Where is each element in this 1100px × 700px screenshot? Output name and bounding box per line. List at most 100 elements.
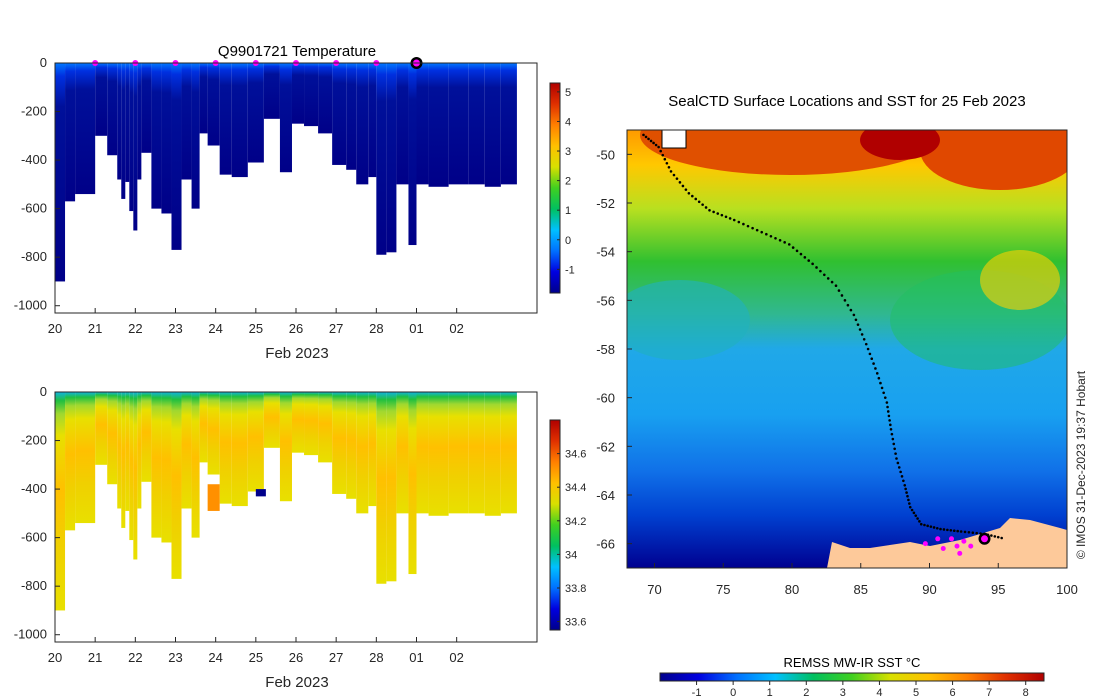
track-point-106 bbox=[916, 517, 919, 520]
map-ytick-label: -66 bbox=[596, 537, 615, 552]
s-xtick-label: 27 bbox=[329, 650, 343, 665]
s-fresh-anomaly bbox=[255, 489, 266, 497]
s-xtick-label: 25 bbox=[249, 650, 263, 665]
imos-credit: © IMOS 31-Dec-2023 19:37 Hobart bbox=[1074, 370, 1088, 559]
t-xtick-label: 25 bbox=[249, 321, 263, 336]
t-profile-3 bbox=[95, 63, 108, 136]
s-profile-18 bbox=[207, 392, 220, 475]
map-xtick-label: 75 bbox=[716, 582, 730, 597]
sst-cbtick-label: 0 bbox=[730, 687, 736, 699]
track-point-43 bbox=[791, 246, 795, 249]
s-xtick-label: 22 bbox=[128, 650, 142, 665]
track-point-41 bbox=[783, 241, 786, 244]
sst-cbtick-label: 7 bbox=[986, 687, 992, 699]
track-point-89 bbox=[894, 452, 897, 455]
temperature-x-label: Feb 2023 bbox=[265, 345, 328, 362]
s-profile-37 bbox=[448, 392, 469, 514]
s-xtick-label: 26 bbox=[289, 650, 303, 665]
track-point-15 bbox=[678, 181, 682, 184]
track-point-1 bbox=[644, 135, 648, 139]
s-profile-29 bbox=[356, 392, 369, 514]
t-profile-26 bbox=[318, 63, 333, 134]
t-profile-5 bbox=[117, 63, 122, 180]
track-point-115 bbox=[942, 528, 946, 531]
track-point-40 bbox=[778, 239, 782, 242]
t-cbtick-label: 1 bbox=[565, 205, 571, 217]
s-profile-9 bbox=[133, 392, 138, 560]
t-profile-31 bbox=[376, 63, 387, 255]
track-point-8 bbox=[661, 153, 665, 157]
kerguelen-island bbox=[661, 130, 687, 149]
t-profile-29 bbox=[356, 63, 369, 185]
t-profile-19 bbox=[219, 63, 232, 175]
s-profile-26 bbox=[318, 392, 333, 463]
temperature-chart-title: Q9901721 Temperature bbox=[218, 43, 376, 60]
s-profile-2 bbox=[75, 392, 96, 524]
track-point-131 bbox=[1000, 536, 1003, 540]
track-point-14 bbox=[675, 177, 679, 180]
s-profile-17 bbox=[199, 392, 208, 463]
s-ytick-label: -1000 bbox=[14, 627, 47, 642]
map-y-ticks: -50 -52 -54 -56 -58 -60 -62 -64 -66 bbox=[596, 147, 632, 552]
t-profile-18 bbox=[207, 63, 220, 146]
map-surface-marker bbox=[957, 550, 963, 556]
track-point-68 bbox=[868, 352, 872, 356]
t-cbtick-label: 2 bbox=[565, 176, 571, 188]
sst-cbtick-label: -1 bbox=[692, 687, 702, 699]
track-point-124 bbox=[975, 531, 979, 535]
track-point-28 bbox=[724, 215, 728, 219]
t-profile-36 bbox=[428, 63, 449, 187]
track-point-86 bbox=[891, 437, 895, 441]
sst-cbtick-label: 2 bbox=[803, 687, 809, 699]
s-profile-21 bbox=[247, 392, 264, 492]
s-ytick-label: -400 bbox=[21, 481, 47, 496]
track-point-60 bbox=[852, 313, 856, 317]
track-point-27 bbox=[720, 213, 724, 217]
t-xtick-label: 21 bbox=[88, 321, 102, 336]
track-point-29 bbox=[728, 217, 732, 220]
s-profile-7 bbox=[125, 392, 130, 511]
t-profile-8 bbox=[129, 63, 134, 212]
map-xtick-label: 85 bbox=[854, 582, 868, 597]
track-point-70 bbox=[872, 362, 875, 365]
track-point-23 bbox=[704, 206, 708, 209]
s-profile-39 bbox=[484, 392, 501, 516]
s-profile-38 bbox=[468, 392, 485, 514]
seal-surface-markers bbox=[922, 532, 991, 556]
t-profile-9 bbox=[133, 63, 138, 231]
track-point-9 bbox=[663, 157, 667, 161]
salinity-x-ticks: 20 21 22 23 24 25 26 27 28 01 02 bbox=[48, 637, 464, 665]
s-profile-1 bbox=[65, 392, 76, 531]
s-xtick-label: 20 bbox=[48, 650, 62, 665]
s-cbtick-label: 34 bbox=[565, 549, 577, 561]
track-point-44 bbox=[795, 249, 799, 253]
track-point-83 bbox=[889, 423, 892, 427]
track-point-81 bbox=[887, 414, 891, 418]
track-point-45 bbox=[799, 252, 803, 256]
sst-yellow-patch bbox=[980, 250, 1060, 310]
t-profile-14 bbox=[171, 63, 182, 250]
s-xtick-label: 02 bbox=[449, 650, 463, 665]
s-xtick-label: 24 bbox=[208, 650, 222, 665]
sst-colorbar-ticks: -1 0 1 2 3 4 5 6 7 8 bbox=[692, 681, 1029, 699]
temperature-panel: Q9901721 Temperature 20 21 22 23 24 25 26 27 28 0… bbox=[14, 43, 575, 362]
t-xtick-label: 22 bbox=[128, 321, 142, 336]
track-point-21 bbox=[697, 200, 701, 204]
s-cbtick-label: 33.8 bbox=[565, 583, 586, 595]
s-profile-36 bbox=[428, 392, 449, 516]
track-point-55 bbox=[837, 289, 841, 292]
t-profile-30 bbox=[368, 63, 377, 178]
track-point-128 bbox=[990, 534, 993, 537]
sst-warm-patch-east bbox=[920, 130, 1067, 190]
sst-cbtick-label: 1 bbox=[767, 687, 773, 699]
t-ytick-label: 0 bbox=[40, 55, 47, 70]
salinity-x-label: Feb 2023 bbox=[265, 674, 328, 691]
track-point-108 bbox=[919, 522, 923, 526]
sst-hot-patch bbox=[860, 130, 940, 160]
s-profile-4 bbox=[107, 392, 118, 485]
map-ytick-label: -56 bbox=[596, 293, 615, 308]
s-profile-19 bbox=[219, 392, 232, 504]
track-point-67 bbox=[866, 347, 870, 351]
t-xtick-label: 28 bbox=[369, 321, 383, 336]
track-point-77 bbox=[883, 396, 887, 399]
